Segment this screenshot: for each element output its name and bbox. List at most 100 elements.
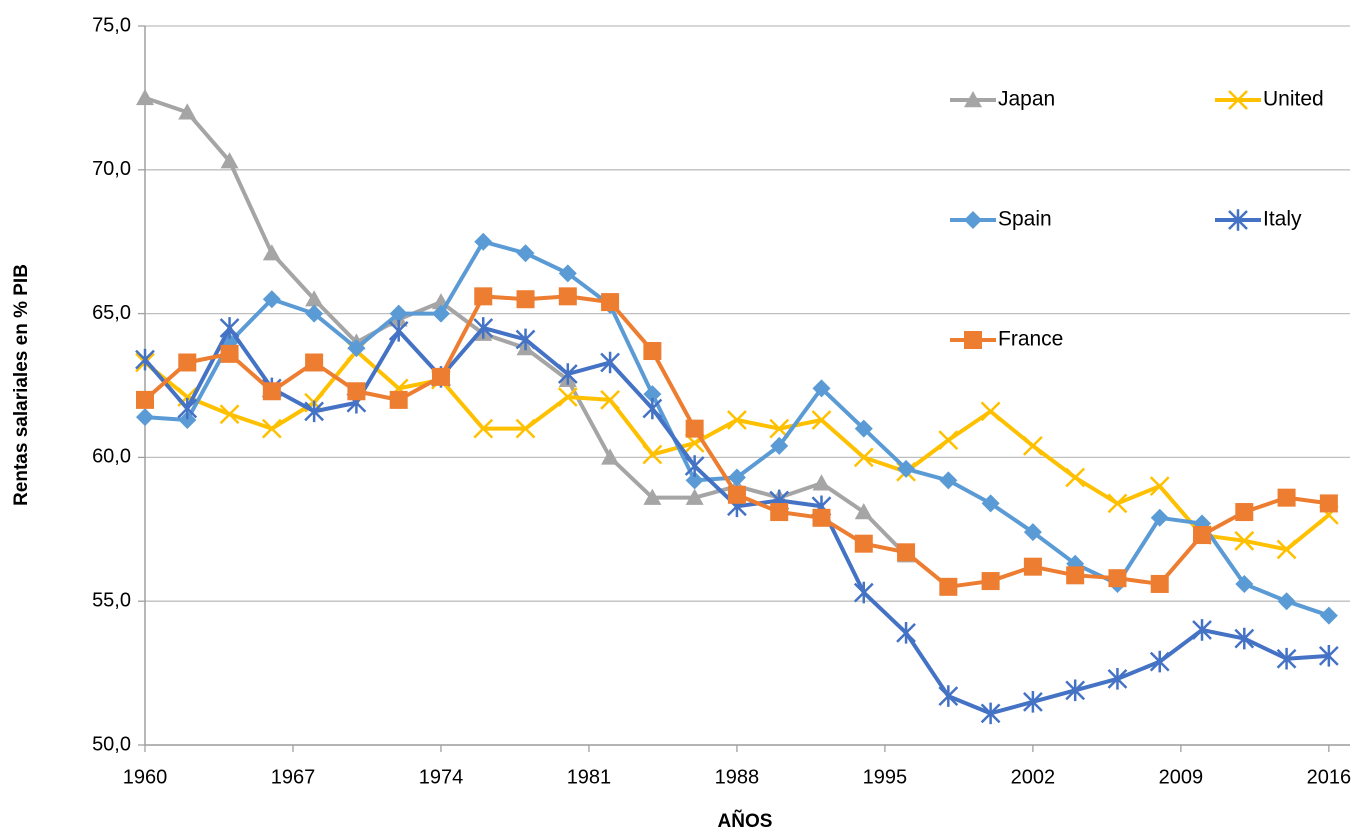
marker [812, 474, 831, 491]
x-tick-label: 2016 [1307, 766, 1352, 788]
marker [347, 339, 366, 358]
marker [515, 418, 536, 439]
y-tick-label: 50,0 [92, 733, 131, 755]
marker [1277, 592, 1296, 611]
marker [473, 317, 494, 339]
marker [557, 363, 578, 385]
marker [727, 468, 746, 487]
legend-label: United [1263, 88, 1324, 111]
marker [220, 152, 239, 169]
marker [1107, 668, 1128, 690]
marker [601, 293, 620, 312]
legend-label: Italy [1263, 208, 1302, 231]
marker [262, 382, 281, 401]
y-tick-label: 60,0 [92, 446, 131, 468]
marker [136, 390, 154, 409]
marker [1319, 606, 1338, 625]
legend-marker [964, 211, 982, 229]
marker [1318, 645, 1339, 667]
marker [1235, 503, 1254, 522]
x-tick-label: 1988 [715, 766, 760, 788]
marker [684, 455, 705, 477]
y-tick-label: 70,0 [92, 158, 131, 180]
marker [516, 244, 535, 263]
marker [1149, 650, 1170, 673]
marker [473, 418, 494, 439]
marker [1150, 574, 1169, 593]
marker [262, 244, 281, 261]
marker [1276, 647, 1297, 670]
marker [558, 264, 577, 283]
marker [474, 287, 493, 306]
marker [980, 702, 1001, 725]
marker [981, 494, 1000, 513]
marker [515, 328, 536, 351]
marker [135, 348, 155, 371]
marker [853, 581, 874, 604]
marker [1193, 526, 1212, 545]
y-tick-label: 75,0 [92, 14, 131, 36]
marker [516, 290, 535, 309]
y-tick-label: 55,0 [92, 589, 131, 611]
marker [219, 404, 240, 425]
marker [389, 304, 408, 323]
marker [727, 410, 747, 430]
marker [1023, 523, 1042, 542]
marker [1234, 627, 1255, 650]
marker [897, 543, 916, 562]
marker [305, 290, 324, 307]
marker [1192, 619, 1212, 641]
marker [938, 430, 959, 451]
x-tick-label: 2002 [1011, 766, 1056, 788]
marker [643, 385, 662, 404]
marker [178, 103, 197, 120]
y-axis-title: Rentas salariales en % PIB [11, 264, 32, 506]
series-line [144, 239, 1330, 618]
marker [177, 397, 198, 420]
marker [601, 448, 620, 465]
marker [1065, 679, 1086, 702]
legend-marker [964, 331, 982, 349]
marker [1234, 530, 1255, 551]
marker [474, 232, 493, 251]
marker [812, 379, 831, 398]
marker [642, 397, 663, 420]
marker [811, 410, 832, 430]
marker [727, 485, 746, 504]
marker [1150, 508, 1169, 527]
marker [1108, 569, 1127, 588]
marker [600, 351, 620, 374]
marker [600, 389, 620, 410]
marker [1023, 436, 1043, 456]
series-line [143, 294, 1330, 589]
marker [136, 88, 154, 106]
x-tick-label: 1967 [271, 766, 316, 788]
legend-label: Japan [998, 88, 1055, 111]
series-line [143, 348, 1331, 552]
x-tick-label: 1981 [567, 766, 612, 788]
marker [388, 320, 409, 342]
marker [1149, 476, 1170, 497]
marker [261, 418, 282, 439]
marker [897, 459, 916, 478]
marker [980, 401, 1001, 422]
marker [685, 471, 704, 490]
legend-marker [964, 91, 982, 108]
marker [431, 304, 450, 323]
marker [853, 447, 874, 468]
marker [685, 419, 704, 438]
series-line [144, 96, 908, 557]
marker [642, 444, 663, 465]
marker [1065, 467, 1086, 488]
marker [939, 577, 958, 596]
marker [1023, 691, 1043, 713]
marker [854, 419, 873, 438]
x-tick-label: 1960 [123, 766, 168, 788]
marker [685, 488, 704, 505]
legend-label: France [998, 328, 1063, 351]
marker [854, 534, 873, 553]
marker [219, 317, 240, 339]
marker [557, 387, 578, 407]
marker [1066, 566, 1085, 585]
